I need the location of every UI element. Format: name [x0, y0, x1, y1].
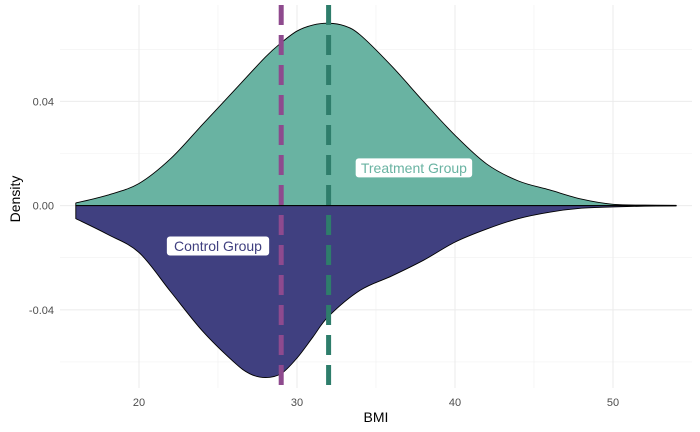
control-group-label: Control Group	[174, 238, 262, 254]
y-axis-title: Density	[7, 176, 23, 223]
x-axis-ticks: 20 30 40 50	[133, 397, 619, 409]
x-tick-label: 50	[607, 397, 619, 409]
x-tick-label: 30	[291, 397, 303, 409]
y-axis-ticks: -0.04 0.00 0.04	[29, 96, 54, 316]
treatment-group-label: Treatment Group	[361, 160, 467, 176]
x-axis-title: BMI	[364, 409, 389, 425]
x-tick-label: 40	[449, 397, 461, 409]
group-annotations: Treatment Group Control Group	[166, 158, 473, 256]
y-tick-label: 0.00	[33, 201, 54, 213]
x-tick-label: 20	[133, 397, 145, 409]
treatment-group-density-area	[75, 22, 677, 207]
control-group-label-box	[166, 236, 270, 256]
y-tick-label: -0.04	[29, 305, 54, 317]
y-tick-label: 0.04	[33, 96, 54, 108]
treatment-group-label-box	[355, 158, 473, 178]
mean-lines	[278, 5, 332, 388]
